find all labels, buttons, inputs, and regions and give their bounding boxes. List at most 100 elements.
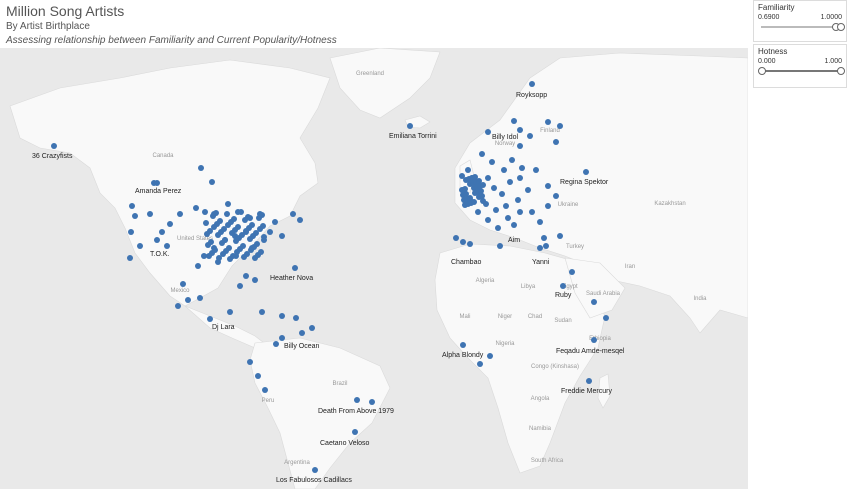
artist-dot[interactable] — [519, 165, 525, 171]
artist-dot-feqadu-amde-mesqel[interactable] — [591, 337, 597, 343]
hotness-slider[interactable] — [758, 65, 845, 75]
artist-dot[interactable] — [241, 254, 247, 260]
artist-dot[interactable] — [487, 353, 493, 359]
artist-dot[interactable] — [290, 211, 296, 217]
artist-label[interactable]: Emiliana Torrini — [389, 133, 437, 140]
artist-dot[interactable] — [517, 127, 523, 133]
artist-dot[interactable] — [543, 243, 549, 249]
artist-dot-caetano-veloso[interactable] — [352, 429, 358, 435]
artist-dot[interactable] — [591, 299, 597, 305]
hotness-high-handle[interactable] — [837, 67, 845, 75]
artist-dot[interactable] — [485, 217, 491, 223]
artist-dot[interactable] — [202, 209, 208, 215]
artist-dot[interactable] — [197, 295, 203, 301]
artist-label[interactable]: Royksopp — [516, 92, 547, 99]
artist-dot[interactable] — [541, 235, 547, 241]
familiarity-high-handle[interactable] — [837, 23, 845, 31]
artist-dot[interactable] — [256, 215, 262, 221]
artist-dot[interactable] — [545, 119, 551, 125]
artist-dot[interactable] — [557, 123, 563, 129]
familiarity-slider[interactable] — [758, 21, 845, 31]
artist-dot-emiliana-torrini[interactable] — [407, 123, 413, 129]
artist-dot[interactable] — [137, 243, 143, 249]
artist-dot[interactable] — [472, 174, 478, 180]
artist-dot[interactable] — [533, 167, 539, 173]
artist-dot[interactable] — [545, 203, 551, 209]
artist-dot[interactable] — [505, 215, 511, 221]
artist-dot[interactable] — [279, 335, 285, 341]
artist-label[interactable]: Yanni — [532, 259, 550, 266]
artist-dot[interactable] — [603, 315, 609, 321]
artist-dot[interactable] — [309, 325, 315, 331]
artist-label[interactable]: Chambao — [451, 259, 481, 266]
artist-dot[interactable] — [216, 255, 222, 261]
artist-dot[interactable] — [459, 173, 465, 179]
artist-dot-ruby[interactable] — [560, 283, 566, 289]
artist-dot[interactable] — [211, 224, 217, 230]
artist-dot[interactable] — [471, 199, 477, 205]
artist-dot[interactable] — [497, 243, 503, 249]
artist-dot-alpha-blondy[interactable] — [460, 342, 466, 348]
artist-label[interactable]: Billy Idol — [492, 134, 519, 141]
artist-dot[interactable] — [225, 201, 231, 207]
artist-dot[interactable] — [185, 297, 191, 303]
artist-dot[interactable] — [159, 229, 165, 235]
artist-label[interactable]: Heather Nova — [270, 275, 313, 282]
artist-dot[interactable] — [257, 226, 263, 232]
artist-dot[interactable] — [480, 182, 486, 188]
artist-dot-death-from-above-1979[interactable] — [354, 397, 360, 403]
artist-dot[interactable] — [477, 361, 483, 367]
artist-dot[interactable] — [491, 185, 497, 191]
artist-dot[interactable] — [465, 167, 471, 173]
artist-label[interactable]: Feqadu Amde-mesqel — [556, 348, 625, 355]
artist-dot-aim[interactable] — [511, 222, 517, 228]
artist-label[interactable]: T.O.K. — [150, 251, 170, 258]
artist-dot[interactable] — [238, 209, 244, 215]
artist-label[interactable]: Amanda Perez — [135, 188, 182, 195]
artist-dot[interactable] — [475, 209, 481, 215]
artist-dot[interactable] — [529, 209, 535, 215]
artist-dot[interactable] — [129, 203, 135, 209]
artist-dot[interactable] — [154, 237, 160, 243]
artist-dot[interactable] — [233, 238, 239, 244]
artist-dot[interactable] — [177, 211, 183, 217]
artist-dot[interactable] — [229, 230, 235, 236]
artist-dot[interactable] — [297, 217, 303, 223]
artist-dot[interactable] — [237, 283, 243, 289]
artist-dot[interactable] — [453, 235, 459, 241]
artist-dot[interactable] — [261, 234, 267, 240]
artist-dot[interactable] — [205, 242, 211, 248]
artist-dot[interactable] — [499, 191, 505, 197]
artist-label[interactable]: Ruby — [555, 292, 572, 299]
artist-dot-freddie-mercury[interactable] — [586, 378, 592, 384]
artist-dot-dj-lara[interactable] — [207, 316, 213, 322]
artist-dot[interactable] — [210, 213, 216, 219]
artist-dot-yanni[interactable] — [537, 245, 543, 251]
artist-dot[interactable] — [517, 209, 523, 215]
artist-dot[interactable] — [476, 178, 482, 184]
artist-dot[interactable] — [479, 193, 485, 199]
artist-label[interactable]: Regina Spektor — [560, 179, 609, 186]
artist-dot[interactable] — [147, 211, 153, 217]
artist-dot[interactable] — [219, 240, 225, 246]
artist-dot[interactable] — [272, 219, 278, 225]
artist-label[interactable]: Alpha Blondy — [442, 352, 484, 359]
artist-dot[interactable] — [267, 229, 273, 235]
artist-dot[interactable] — [132, 213, 138, 219]
artist-label[interactable]: Billy Ocean — [284, 343, 320, 350]
artist-dot[interactable] — [175, 303, 181, 309]
artist-dot[interactable] — [193, 205, 199, 211]
artist-dot[interactable] — [224, 211, 230, 217]
artist-dot[interactable] — [507, 179, 513, 185]
artist-dot[interactable] — [545, 183, 551, 189]
artist-dot[interactable] — [243, 273, 249, 279]
artist-dot-36-crazyfists[interactable] — [51, 143, 57, 149]
artist-dot-heather-nova[interactable] — [292, 265, 298, 271]
artist-label[interactable]: 36 Crazyfists — [32, 153, 73, 160]
artist-dot[interactable] — [493, 207, 499, 213]
artist-dot[interactable] — [485, 129, 491, 135]
artist-dot[interactable] — [509, 157, 515, 163]
artist-dot[interactable] — [262, 387, 268, 393]
artist-dot[interactable] — [527, 133, 533, 139]
artist-dot[interactable] — [462, 186, 468, 192]
